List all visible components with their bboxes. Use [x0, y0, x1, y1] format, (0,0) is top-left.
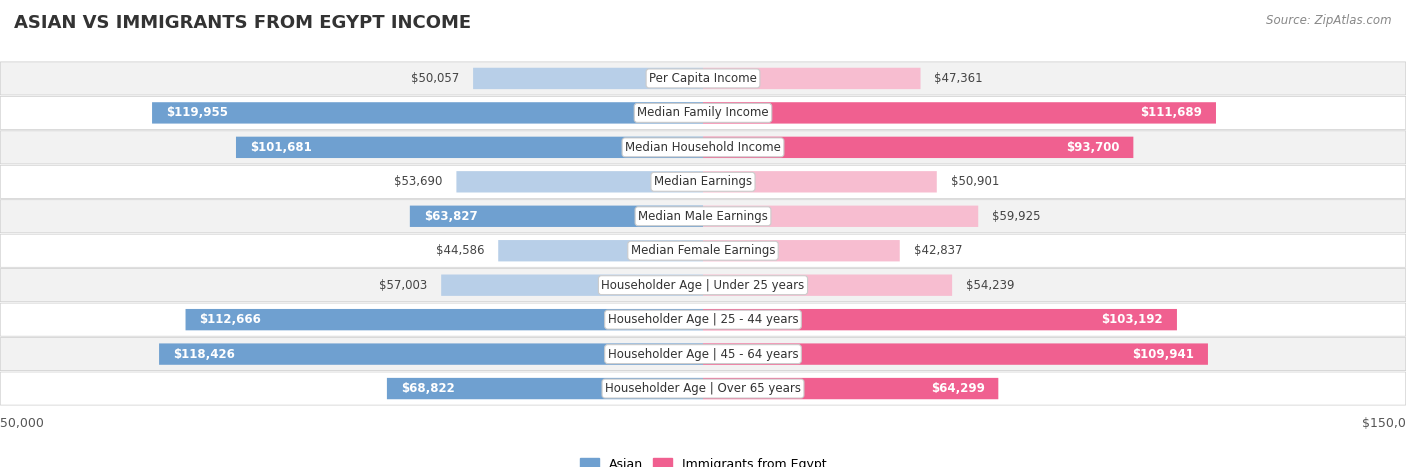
FancyBboxPatch shape [703, 275, 952, 296]
Text: $118,426: $118,426 [173, 347, 235, 361]
Text: Per Capita Income: Per Capita Income [650, 72, 756, 85]
Text: Householder Age | Under 25 years: Householder Age | Under 25 years [602, 279, 804, 292]
FancyBboxPatch shape [186, 309, 703, 330]
FancyBboxPatch shape [703, 378, 998, 399]
Text: Householder Age | 45 - 64 years: Householder Age | 45 - 64 years [607, 347, 799, 361]
FancyBboxPatch shape [457, 171, 703, 192]
Text: $53,690: $53,690 [394, 175, 443, 188]
FancyBboxPatch shape [703, 343, 1208, 365]
Text: ASIAN VS IMMIGRANTS FROM EGYPT INCOME: ASIAN VS IMMIGRANTS FROM EGYPT INCOME [14, 14, 471, 32]
Text: $42,837: $42,837 [914, 244, 962, 257]
FancyBboxPatch shape [703, 102, 1216, 124]
Text: $111,689: $111,689 [1140, 106, 1202, 120]
Text: $47,361: $47,361 [935, 72, 983, 85]
Text: $109,941: $109,941 [1132, 347, 1194, 361]
FancyBboxPatch shape [703, 137, 1133, 158]
Text: Householder Age | 25 - 44 years: Householder Age | 25 - 44 years [607, 313, 799, 326]
Text: $93,700: $93,700 [1066, 141, 1119, 154]
Text: $103,192: $103,192 [1101, 313, 1163, 326]
FancyBboxPatch shape [0, 62, 1406, 95]
FancyBboxPatch shape [703, 68, 921, 89]
FancyBboxPatch shape [703, 171, 936, 192]
Text: $50,057: $50,057 [411, 72, 460, 85]
FancyBboxPatch shape [0, 372, 1406, 405]
Text: $112,666: $112,666 [200, 313, 262, 326]
Text: Median Earnings: Median Earnings [654, 175, 752, 188]
FancyBboxPatch shape [0, 338, 1406, 371]
FancyBboxPatch shape [0, 96, 1406, 129]
Text: $59,925: $59,925 [993, 210, 1040, 223]
Text: $68,822: $68,822 [401, 382, 454, 395]
FancyBboxPatch shape [0, 200, 1406, 233]
FancyBboxPatch shape [472, 68, 703, 89]
Text: Householder Age | Over 65 years: Householder Age | Over 65 years [605, 382, 801, 395]
FancyBboxPatch shape [152, 102, 703, 124]
FancyBboxPatch shape [409, 205, 703, 227]
FancyBboxPatch shape [703, 309, 1177, 330]
FancyBboxPatch shape [441, 275, 703, 296]
FancyBboxPatch shape [703, 205, 979, 227]
FancyBboxPatch shape [0, 269, 1406, 302]
FancyBboxPatch shape [0, 303, 1406, 336]
Text: $101,681: $101,681 [250, 141, 312, 154]
FancyBboxPatch shape [159, 343, 703, 365]
FancyBboxPatch shape [703, 240, 900, 262]
Text: Median Female Earnings: Median Female Earnings [631, 244, 775, 257]
Text: Source: ZipAtlas.com: Source: ZipAtlas.com [1267, 14, 1392, 27]
FancyBboxPatch shape [387, 378, 703, 399]
Text: $119,955: $119,955 [166, 106, 228, 120]
Text: $50,901: $50,901 [950, 175, 998, 188]
Text: Median Family Income: Median Family Income [637, 106, 769, 120]
Text: Median Male Earnings: Median Male Earnings [638, 210, 768, 223]
FancyBboxPatch shape [498, 240, 703, 262]
FancyBboxPatch shape [236, 137, 703, 158]
Text: $54,239: $54,239 [966, 279, 1014, 292]
FancyBboxPatch shape [0, 131, 1406, 164]
FancyBboxPatch shape [0, 234, 1406, 267]
Text: $64,299: $64,299 [931, 382, 984, 395]
Text: Median Household Income: Median Household Income [626, 141, 780, 154]
FancyBboxPatch shape [0, 165, 1406, 198]
Legend: Asian, Immigrants from Egypt: Asian, Immigrants from Egypt [575, 453, 831, 467]
Text: $44,586: $44,586 [436, 244, 485, 257]
Text: $63,827: $63,827 [423, 210, 477, 223]
Text: $57,003: $57,003 [380, 279, 427, 292]
